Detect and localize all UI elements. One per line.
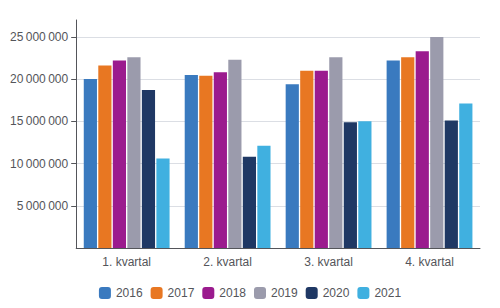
svg-text:2018: 2018 [219, 286, 246, 300]
svg-text:3. kvartal: 3. kvartal [304, 255, 353, 269]
svg-text:2. kvartal: 2. kvartal [203, 255, 252, 269]
svg-text:25 000 000: 25 000 000 [10, 30, 69, 44]
svg-text:2020: 2020 [323, 286, 350, 300]
svg-text:2016: 2016 [116, 286, 143, 300]
svg-text:10 000 000: 10 000 000 [10, 157, 69, 171]
svg-text:5 000 000: 5 000 000 [17, 199, 69, 213]
svg-text:15 000 000: 15 000 000 [10, 114, 69, 128]
svg-text:2017: 2017 [168, 286, 195, 300]
svg-text:2019: 2019 [271, 286, 298, 300]
svg-text:2021: 2021 [374, 286, 401, 300]
svg-text:1. kvartal: 1. kvartal [102, 255, 151, 269]
svg-text:20 000 000: 20 000 000 [10, 72, 69, 86]
svg-text:4. kvartal: 4. kvartal [405, 255, 454, 269]
